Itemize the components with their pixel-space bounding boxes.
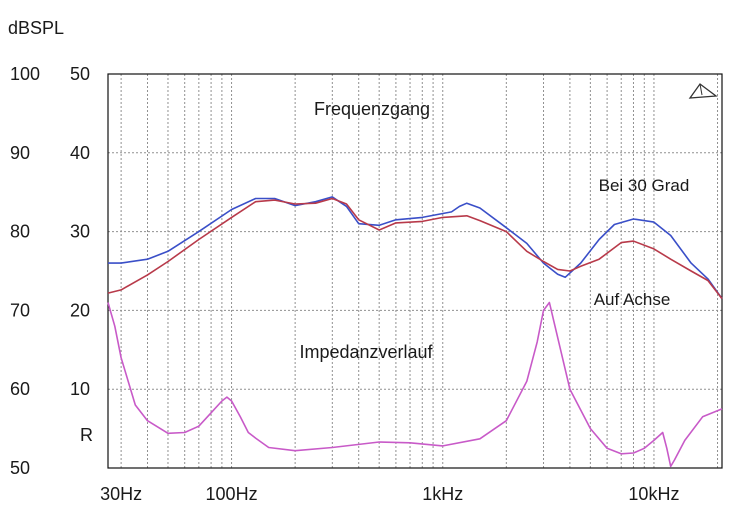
y-tick-impedance-label: 10 [70,379,90,399]
y-tick-spl-label: 90 [10,143,30,163]
y-tick-impedance-label: 30 [70,222,90,242]
y-axis-title: dBSPL [8,18,64,38]
y-tick-spl-label: 70 [10,300,30,320]
annotation-frequenzgang: Frequenzgang [314,99,430,119]
annotations: Frequenzgang Bei 30 Grad Auf Achse Imped… [299,99,689,362]
y-tick-spl-label: 50 [10,458,30,478]
series-layer [107,196,723,468]
y-tick-spl-label: 80 [10,222,30,242]
y-tick-impedance-label: 20 [70,300,90,320]
impedance-curve [107,301,723,468]
annotation-auf-achse: Auf Achse [594,290,671,309]
x-tick-label: 100Hz [206,484,258,504]
y-tick-impedance-label: 50 [70,64,90,84]
x-tick-label: 30Hz [100,484,142,504]
x-tick-labels: 30Hz 100Hz 1kHz 10kHz [100,484,679,504]
x-tick-label: 10kHz [628,484,679,504]
annotation-impedanzverlauf: Impedanzverlauf [299,342,433,362]
impedance-axis-label: R [80,425,93,445]
chart-grid [108,74,722,468]
annotation-bei-30-grad: Bei 30 Grad [599,176,690,195]
y-tick-spl-label: 60 [10,379,30,399]
y-tick-impedance-label: 40 [70,143,90,163]
plot-frame [107,73,723,469]
y-tick-labels: 100 90 80 70 60 50 50 40 30 20 10 R [10,64,93,478]
x-tick-label: 1kHz [422,484,463,504]
corner-marker-icon [688,83,718,99]
on-axis-curve [107,197,723,300]
off-axis-30deg-curve [108,196,723,300]
y-tick-spl-label: 100 [10,64,40,84]
